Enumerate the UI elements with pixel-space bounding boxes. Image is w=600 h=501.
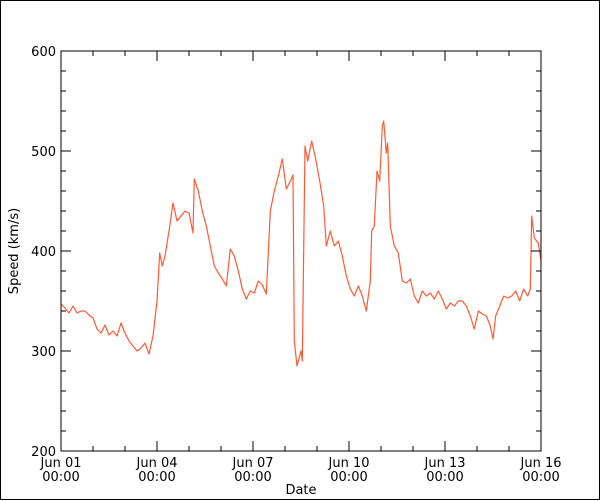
x-tick-label-time: 00:00 <box>138 470 175 485</box>
y-tick-label: 200 <box>31 445 56 460</box>
series-line-0 <box>60 120 542 367</box>
x-tick-label-date: Jun 16 <box>520 456 562 471</box>
y-tick-label: 600 <box>31 45 56 60</box>
x-tick-label-date: Jun 07 <box>232 456 274 471</box>
y-tick-label: 300 <box>31 345 56 360</box>
y-tick-label: 400 <box>31 245 56 260</box>
plot-area <box>60 120 542 367</box>
x-tick-label-time: 00:00 <box>42 470 79 485</box>
x-tick-label-time: 00:00 <box>234 470 271 485</box>
y-axis-title: Speed (km/s) <box>7 208 22 294</box>
x-tick-label-date: Jun 10 <box>328 456 370 471</box>
x-tick-label-date: Jun 04 <box>136 456 178 471</box>
x-tick-label-time: 00:00 <box>522 470 559 485</box>
x-axis-title: Date <box>285 483 316 498</box>
x-tick-label-time: 00:00 <box>330 470 367 485</box>
x-tick-label-date: Jun 13 <box>424 456 466 471</box>
y-tick-label: 500 <box>31 145 56 160</box>
x-tick-label-date: Jun 01 <box>40 456 82 471</box>
plot-border <box>60 50 542 452</box>
x-tick-label-time: 00:00 <box>426 470 463 485</box>
